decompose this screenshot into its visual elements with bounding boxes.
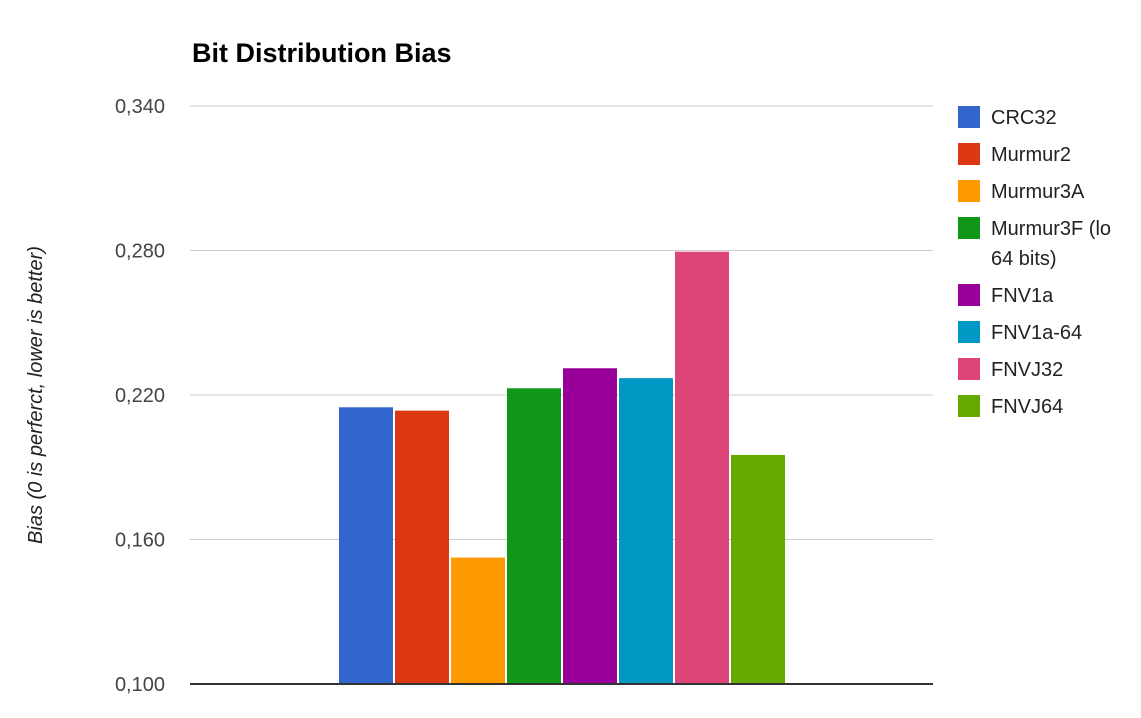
legend-swatch (958, 143, 980, 165)
y-axis-label: Bias (0 is perferct, lower is better) (25, 246, 47, 544)
y-tick-label: 0,160 (115, 530, 165, 552)
gridlines (190, 105, 933, 540)
legend-swatch (958, 180, 980, 202)
legend-label: FNV1a-64 (991, 322, 1082, 344)
legend-label: Murmur2 (991, 144, 1071, 166)
bar-fnvj32 (675, 251, 729, 684)
bar-murmur2 (395, 410, 449, 684)
bar-fnv1a-64 (619, 378, 673, 684)
y-tick-label: 0,280 (115, 241, 165, 263)
legend-label: FNVJ32 (991, 359, 1063, 381)
legend-swatch (958, 106, 980, 128)
legend-swatch (958, 217, 980, 239)
legend-label: FNVJ64 (991, 396, 1063, 418)
y-tick-label: 0,100 (115, 674, 165, 696)
y-axis-ticks: 0,100 0,160 0,220 0,280 0,340 (115, 96, 165, 696)
y-tick-label: 0,220 (115, 385, 165, 407)
bar-fnvj64 (731, 454, 785, 684)
legend-swatch (958, 321, 980, 343)
bar-murmur3f-lo-64-bits (507, 388, 561, 684)
legend-label: CRC32 (991, 107, 1057, 129)
bar-murmur3a (451, 557, 505, 684)
legend-swatch (958, 284, 980, 306)
legend-swatch (958, 358, 980, 380)
legend-label: Murmur3F (lo (991, 218, 1111, 240)
chart-title: Bit Distribution Bias (192, 38, 452, 68)
legend: CRC32 Murmur2 Murmur3A Murmur3F (lo 64 bits)… (958, 106, 1111, 418)
legend-swatch (958, 395, 980, 417)
legend-label: Murmur3A (991, 181, 1085, 203)
legend-label: 64 bits) (991, 248, 1057, 270)
bar-fnv1a (563, 368, 617, 684)
legend-label: FNV1a (991, 285, 1054, 307)
bar-crc32 (339, 407, 393, 684)
bars (339, 251, 785, 684)
y-tick-label: 0,340 (115, 96, 165, 118)
